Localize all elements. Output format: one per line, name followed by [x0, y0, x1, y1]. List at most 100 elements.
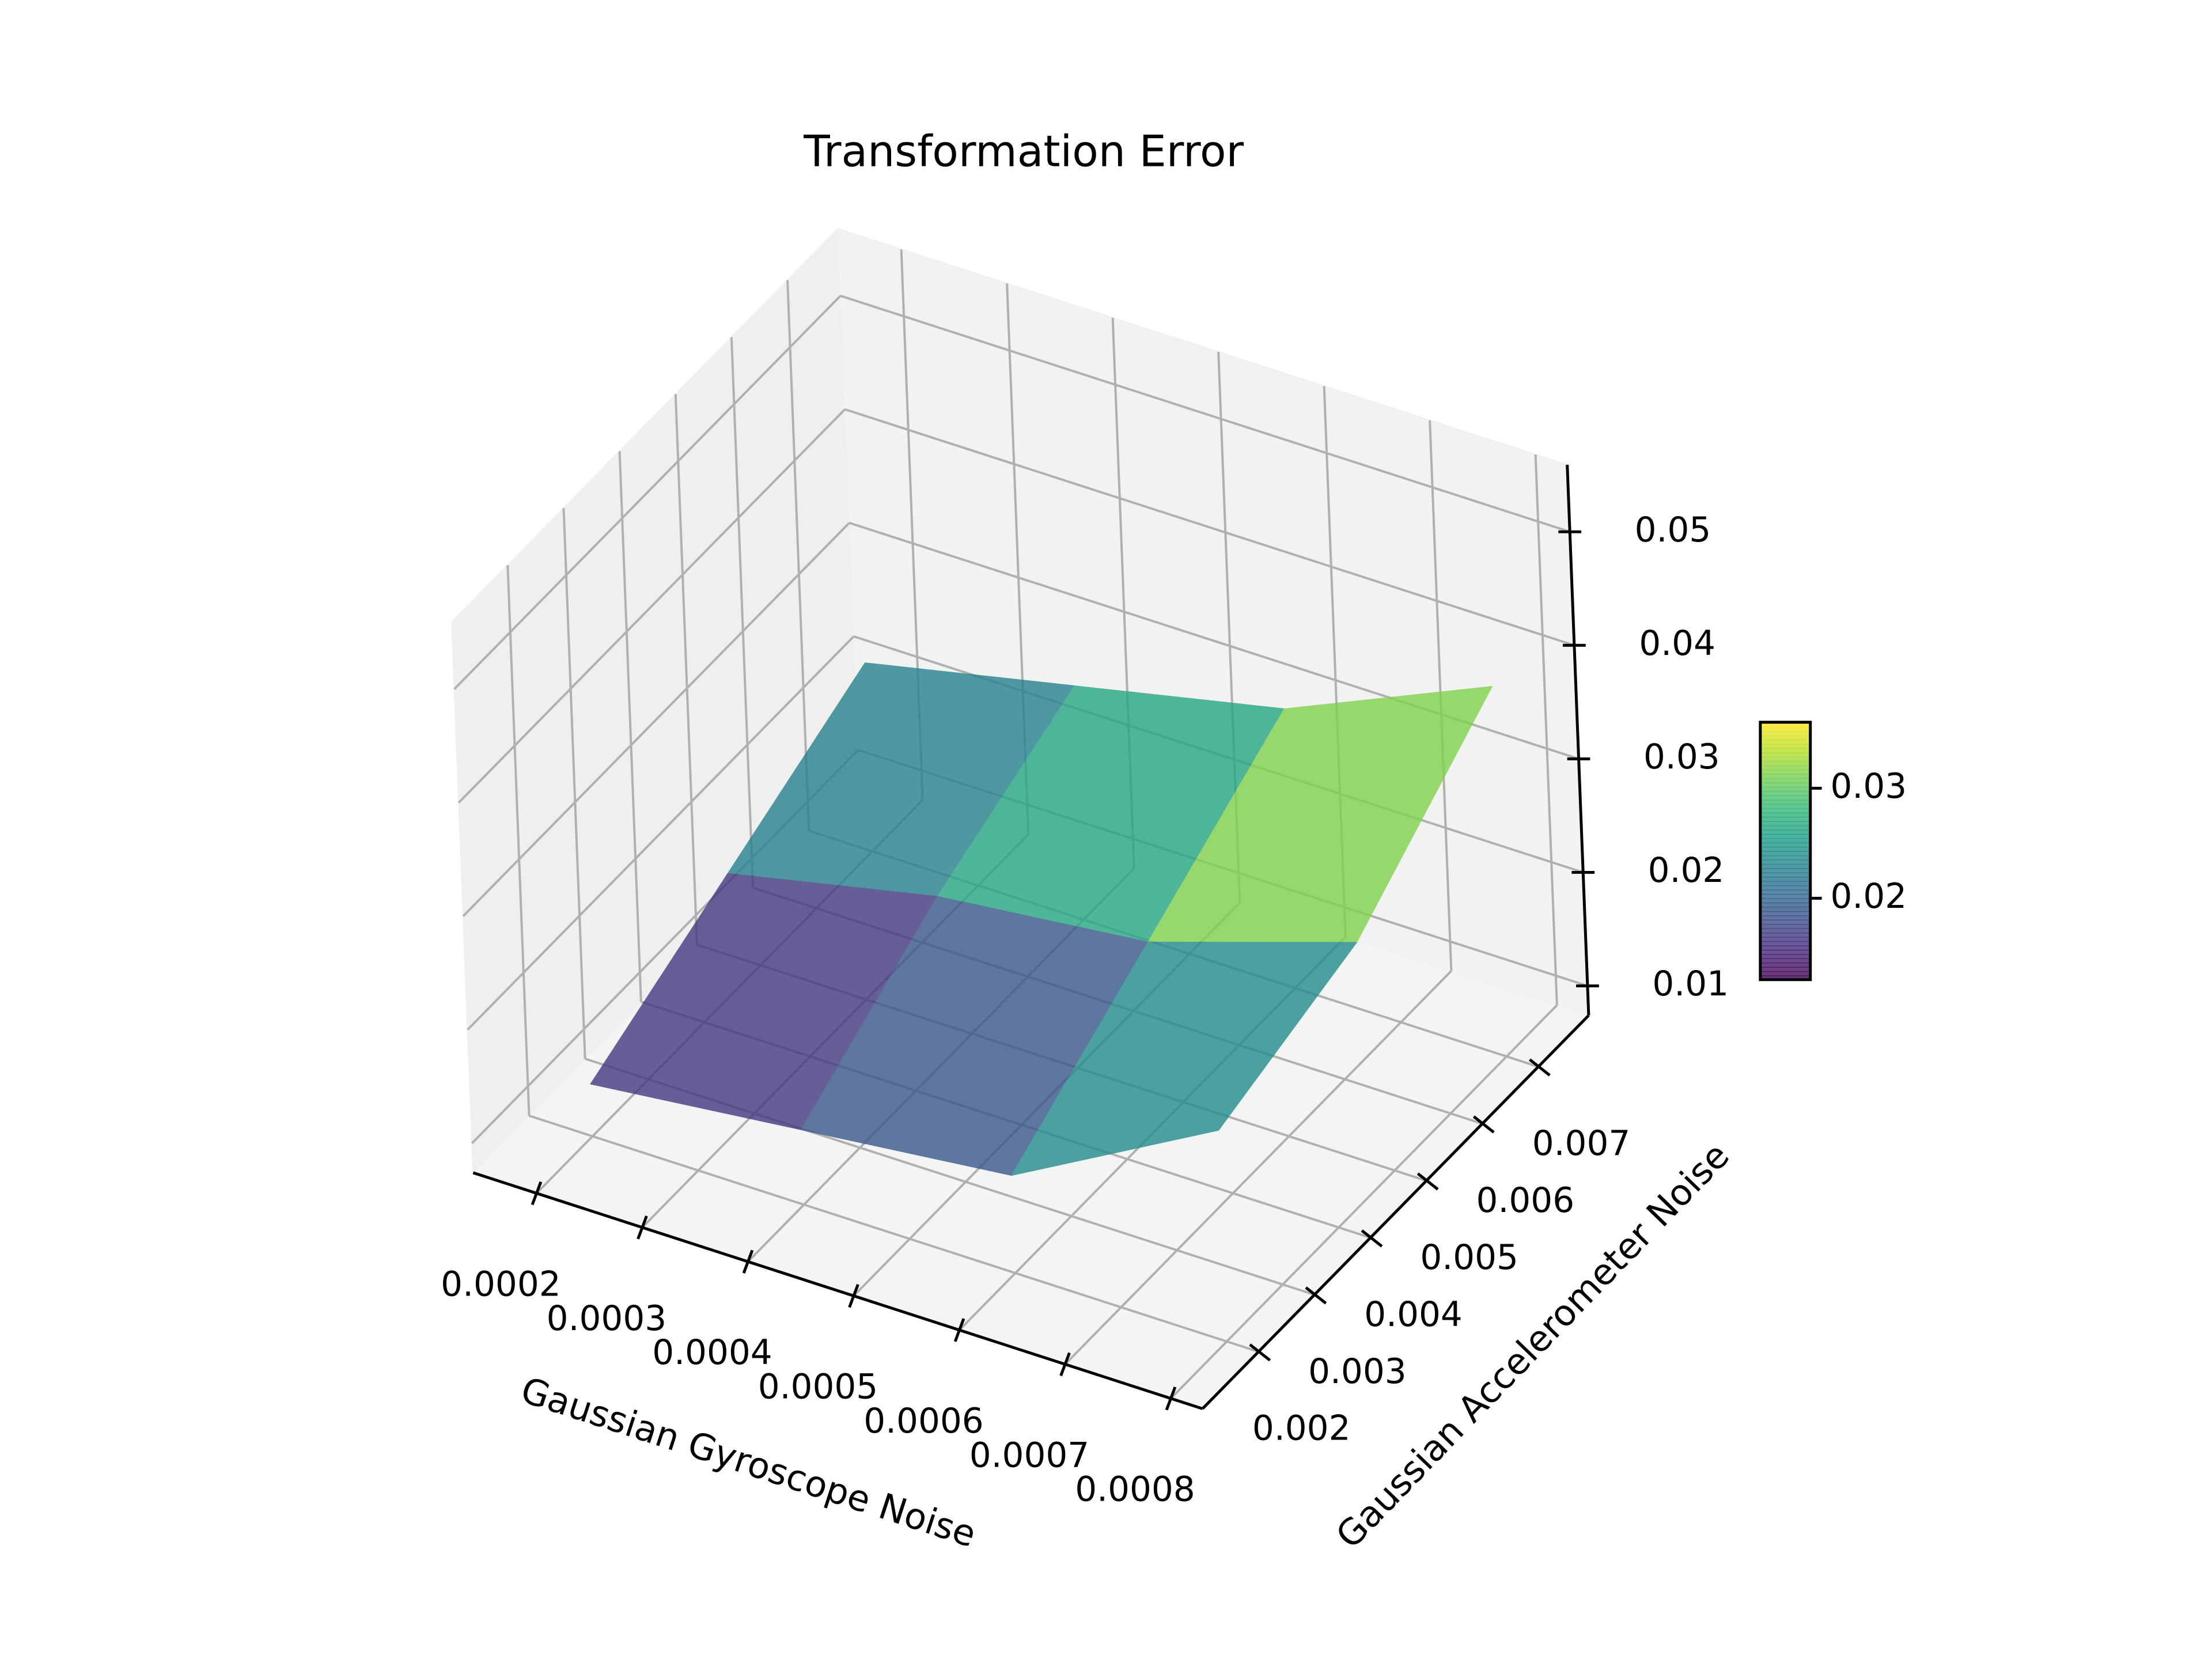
colorbar-swatch — [1760, 949, 1810, 955]
x-tick-label: 0.0008 — [1075, 1470, 1195, 1510]
colorbar-swatch — [1760, 919, 1810, 925]
y-tick-label: 0.007 — [1532, 1124, 1631, 1164]
grid-line — [840, 294, 1570, 533]
colorbar-swatch — [1760, 928, 1810, 934]
y-tick — [1305, 1286, 1327, 1305]
colorbar-swatch — [1760, 967, 1810, 972]
colorbar-swatch — [1760, 885, 1810, 891]
colorbar-swatch — [1760, 842, 1810, 848]
colorbar-swatch — [1760, 941, 1810, 946]
colorbar-swatch — [1760, 893, 1810, 899]
x-tick-label: 0.0007 — [969, 1435, 1089, 1475]
chart-title: Transformation Error — [803, 127, 1244, 177]
colorbar-swatch — [1760, 730, 1810, 736]
x-tick-label: 0.0003 — [547, 1299, 666, 1339]
colorbar-swatch — [1760, 954, 1810, 959]
colorbar-tick-label: 0.03 — [1831, 767, 1907, 806]
grid-line — [674, 394, 698, 945]
colorbar-swatch — [1760, 769, 1810, 775]
grid-line — [1064, 970, 1452, 1365]
colorbar-swatch — [1760, 898, 1810, 904]
colorbar-swatch — [1760, 863, 1810, 869]
colorbar-swatch — [1760, 778, 1810, 783]
x-tick — [531, 1181, 543, 1206]
colorbar-swatch — [1760, 782, 1810, 788]
colorbar-swatch — [1760, 790, 1810, 796]
colorbar-swatch — [1760, 774, 1810, 779]
y-tick — [1416, 1172, 1439, 1191]
colorbar-swatch — [1760, 799, 1810, 805]
colorbar-swatch — [1760, 748, 1810, 753]
x-tick — [1165, 1386, 1177, 1411]
grid-line — [457, 408, 846, 804]
grid-line — [730, 337, 755, 888]
colorbar-swatch — [1760, 868, 1810, 873]
axis-line — [472, 1171, 1203, 1410]
x-axis-label: Gaussian Gyroscope Noise — [516, 1369, 981, 1555]
colorbar-swatch — [1760, 804, 1810, 809]
y-tick — [1472, 1115, 1495, 1134]
colorbar-tick-label: 0.02 — [1831, 877, 1907, 916]
grid-line — [1534, 454, 1558, 1006]
colorbar-swatch — [1760, 945, 1810, 951]
axis-line — [1566, 464, 1590, 1016]
grid-line — [618, 451, 642, 1002]
colorbar-swatch — [1760, 962, 1810, 968]
colorbar-swatch — [1760, 752, 1810, 757]
colorbar-swatch — [1760, 795, 1810, 801]
z-tick-label: 0.01 — [1652, 964, 1729, 1004]
y-tick — [1529, 1058, 1551, 1077]
y-tick — [1249, 1343, 1271, 1362]
y-tick-label: 0.005 — [1420, 1238, 1518, 1278]
z-tick-label: 0.04 — [1639, 624, 1715, 664]
grid-line — [467, 635, 855, 1031]
colorbar-swatch — [1760, 911, 1810, 916]
x-tick-label: 0.0002 — [441, 1264, 560, 1304]
x-tick-label: 0.0004 — [652, 1333, 772, 1373]
colorbar-swatch — [1760, 786, 1810, 792]
z-tick-label: 0.05 — [1635, 510, 1711, 550]
colorbar-swatch — [1760, 876, 1810, 882]
axis-line — [1201, 1014, 1590, 1410]
colorbar-swatch — [1760, 816, 1810, 822]
colorbar-swatch — [1760, 765, 1810, 771]
grid-line — [506, 565, 531, 1116]
colorbar-swatch — [1760, 859, 1810, 865]
colorbar-swatch — [1760, 975, 1810, 981]
colorbar-swatch — [1760, 812, 1810, 818]
grid-line — [462, 522, 850, 917]
colorbar-swatch — [1760, 846, 1810, 852]
colorbar-swatch — [1760, 735, 1810, 741]
y-tick-label: 0.004 — [1364, 1295, 1463, 1335]
z-tick-label: 0.02 — [1648, 851, 1725, 891]
colorbar-swatch — [1760, 834, 1810, 839]
colorbar-swatch — [1760, 881, 1810, 887]
colorbar-swatch — [1760, 971, 1810, 976]
x-tick-label: 0.0006 — [863, 1402, 983, 1441]
colorbar-swatch — [1760, 726, 1810, 732]
colorbar-swatch — [1760, 821, 1810, 827]
colorbar-swatch — [1760, 739, 1810, 745]
colorbar-swatch — [1760, 889, 1810, 895]
x-tick — [1059, 1352, 1071, 1377]
y-tick-label: 0.002 — [1252, 1409, 1351, 1449]
colorbar-swatch — [1760, 923, 1810, 929]
colorbar-swatch — [1760, 907, 1810, 912]
colorbar-swatch — [1760, 808, 1810, 813]
grid-line — [786, 280, 810, 831]
colorbar-swatch — [1760, 915, 1810, 921]
colorbar-swatch — [1760, 756, 1810, 762]
x-tick — [848, 1283, 859, 1308]
grid-line — [453, 295, 842, 690]
colorbar-frame — [1759, 721, 1812, 982]
colorbar-swatch — [1760, 902, 1810, 908]
colorbar-swatch — [1760, 722, 1810, 728]
colorbar-swatch — [1760, 932, 1810, 938]
colorbar-swatch — [1760, 958, 1810, 964]
grid-line — [844, 408, 1575, 647]
x-tick-label: 0.0005 — [758, 1368, 878, 1407]
colorbar-swatch — [1760, 937, 1810, 942]
colorbar-swatch — [1760, 851, 1810, 857]
colorbar-swatch — [1760, 872, 1810, 878]
